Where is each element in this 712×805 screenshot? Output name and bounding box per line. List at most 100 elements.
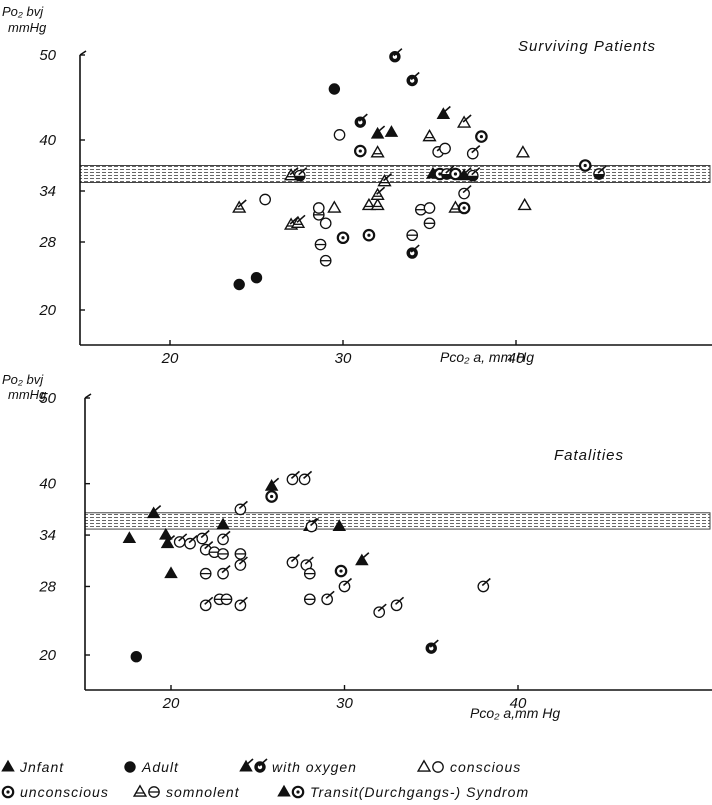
fatalities-chart: Po₂ bvj mmHg Fatalities Pco₂ a,mm Hg 20 2… <box>2 372 712 721</box>
x-tick-label: 40 <box>510 695 527 712</box>
data-point <box>423 217 436 230</box>
data-point <box>338 577 353 593</box>
data-point <box>314 238 327 251</box>
legend-label: conscious <box>450 759 521 775</box>
x-tick-label: 30 <box>336 695 353 712</box>
legend-item: Transit(Durchgangs-) Syndrom <box>277 784 528 800</box>
data-point <box>406 229 419 242</box>
data-point <box>286 553 300 569</box>
legend-symbol <box>124 761 136 773</box>
data-point <box>319 254 332 267</box>
data-point <box>216 517 230 530</box>
surviving-patients-chart: Po₂ bvj mmHg Surviving Patients Pco₂ a, … <box>2 4 712 367</box>
data-point <box>250 272 263 284</box>
data-point <box>232 199 247 213</box>
data-point <box>425 639 439 654</box>
legend-symbol <box>277 784 291 797</box>
data-point <box>458 184 472 200</box>
legend-symbol <box>254 758 268 773</box>
data-point <box>456 114 472 128</box>
data-point <box>475 130 488 143</box>
data-point <box>146 505 162 519</box>
data-point <box>361 197 377 211</box>
legend-symbol <box>1 759 15 772</box>
y-tick-label: 20 <box>38 302 56 319</box>
data-point <box>217 530 231 546</box>
data-point <box>466 167 481 182</box>
data-point <box>370 125 386 139</box>
legend-symbol <box>291 785 305 799</box>
data-point <box>593 165 607 180</box>
data-point <box>370 197 385 211</box>
data-point <box>466 144 481 160</box>
x-tick-label: 20 <box>161 350 179 367</box>
data-point <box>286 470 300 486</box>
bottom-x-axis-label: Pco₂ a,mm Hg <box>470 705 560 721</box>
y-tick-label: 28 <box>38 234 56 251</box>
normal-range-band <box>84 512 711 530</box>
data-point <box>298 470 313 486</box>
legend-item: conscious <box>416 759 521 775</box>
legend-item: unconscious <box>1 784 109 800</box>
data-point <box>436 105 451 120</box>
x-tick-label: 20 <box>162 695 180 712</box>
data-point <box>290 214 306 229</box>
y-tick-label: 20 <box>38 647 56 664</box>
data-point <box>265 490 278 503</box>
y-tick-label: 34 <box>39 183 56 200</box>
data-point <box>199 567 212 580</box>
y-tick-label: 50 <box>39 47 56 64</box>
data-point <box>234 596 248 612</box>
data-point <box>390 596 405 612</box>
data-point <box>259 193 271 206</box>
legend-item: somnolent <box>132 784 239 800</box>
top-x-axis-label: Pco₂ a, mm Hg <box>440 349 534 365</box>
data-point <box>406 71 420 87</box>
y-tick-label: 28 <box>38 578 56 595</box>
data-point <box>362 228 376 242</box>
data-point <box>353 144 367 158</box>
legend-symbol <box>432 761 444 773</box>
data-point <box>333 129 346 141</box>
data-point <box>122 531 137 544</box>
data-point <box>332 519 347 532</box>
legend-item: with oxygen <box>239 758 356 775</box>
normal-range-band <box>79 165 711 183</box>
data-point <box>217 548 229 560</box>
data-point <box>196 529 210 545</box>
data-point <box>233 278 245 291</box>
top-ylabel-unit: mmHg <box>8 20 47 35</box>
legend-item: Jnfant <box>1 759 63 775</box>
legend-label: Adult <box>141 759 179 775</box>
y-tick-label: 40 <box>39 132 56 149</box>
data-point <box>293 167 308 182</box>
y-tick-label: 40 <box>39 476 56 493</box>
data-point <box>312 202 325 214</box>
data-point <box>303 593 316 606</box>
data-point <box>199 596 214 612</box>
data-point <box>160 535 176 549</box>
x-tick-label: 30 <box>335 350 352 367</box>
data-point <box>457 201 471 215</box>
data-point <box>327 200 342 213</box>
y-tick-label: 50 <box>39 390 56 407</box>
legend-symbol <box>239 758 254 772</box>
legend-symbol <box>132 784 148 797</box>
data-point <box>234 556 248 571</box>
data-point <box>184 535 198 550</box>
data-point <box>423 202 436 214</box>
data-point <box>422 128 437 142</box>
top-chart-title: Surviving Patients <box>518 38 656 55</box>
data-point <box>578 159 592 172</box>
data-point <box>406 244 420 259</box>
data-point <box>321 590 335 606</box>
data-point <box>164 566 178 579</box>
data-point <box>303 567 316 580</box>
data-point <box>389 48 403 63</box>
data-point <box>354 113 368 128</box>
legend-label: unconscious <box>20 784 109 800</box>
x-tick-label: 40 <box>508 350 525 367</box>
legend-symbol <box>148 786 160 798</box>
legend-symbol <box>416 759 432 772</box>
